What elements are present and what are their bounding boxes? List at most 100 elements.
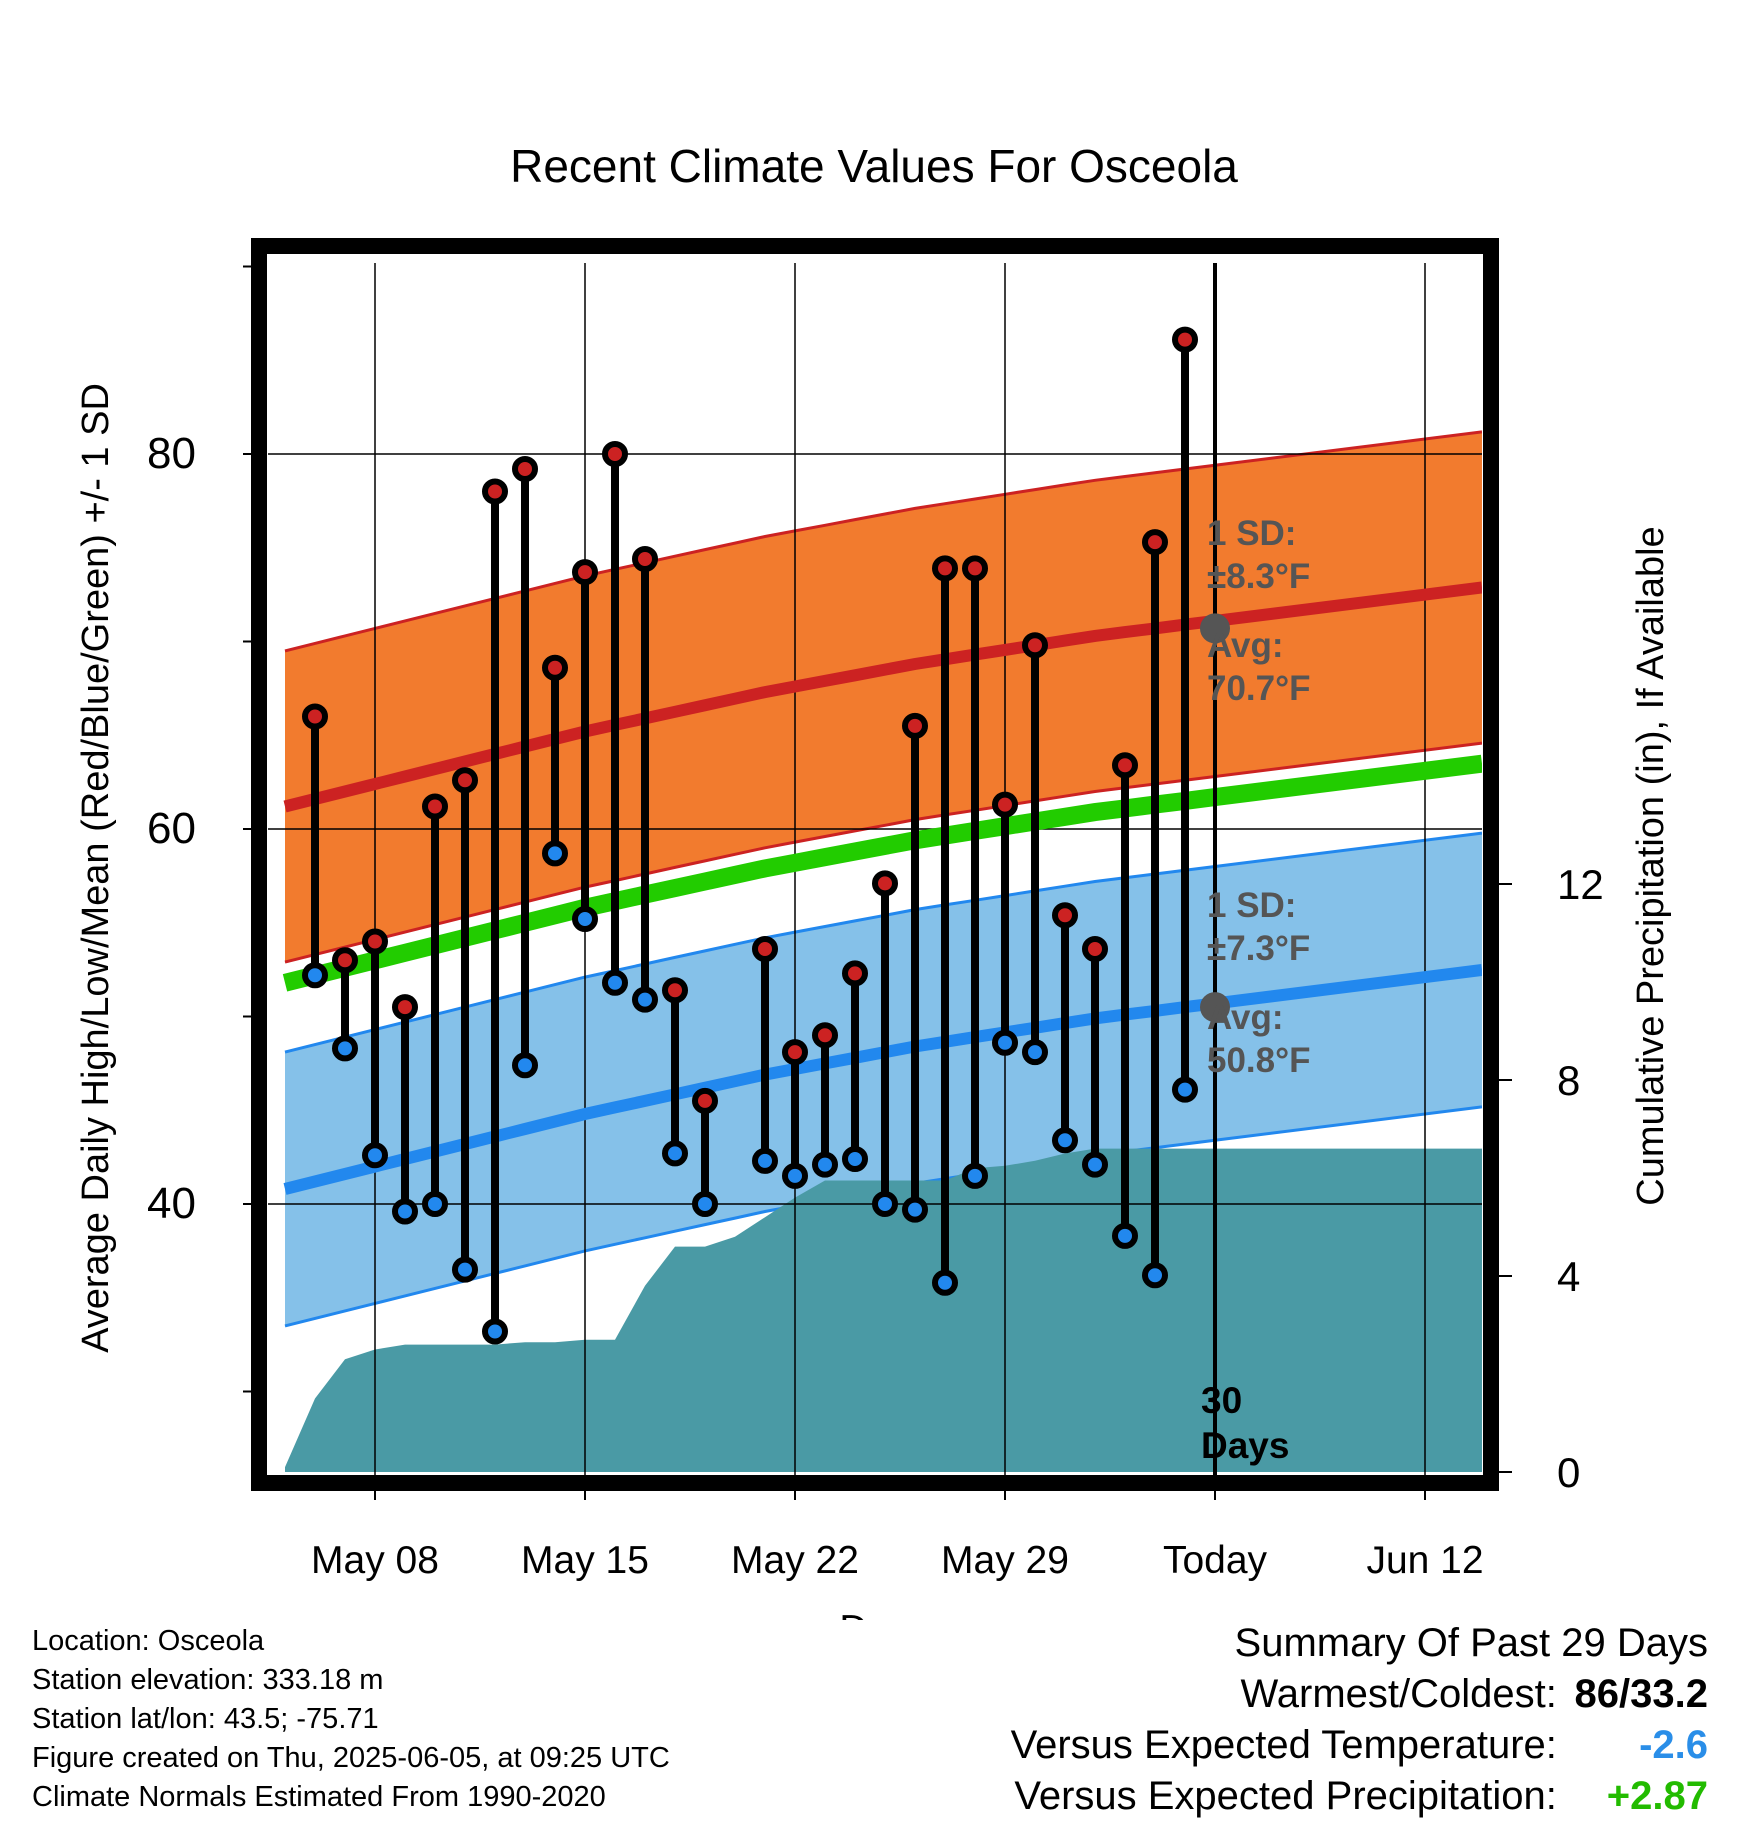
low-point [362, 1142, 388, 1169]
high-point [362, 928, 388, 955]
low-point [662, 1140, 688, 1167]
low-point [842, 1146, 868, 1172]
warm-cold-value: 86/33.2 [1574, 1672, 1708, 1716]
today-days-number: 30 [1201, 1380, 1242, 1421]
high-avg-label: Avg: [1207, 626, 1283, 665]
summary-heading: Summary Of Past 29 Days [1234, 1621, 1708, 1665]
low-point [872, 1191, 898, 1217]
summary-precip-row: Versus Expected Precipitation: +2.87 [1011, 1771, 1708, 1822]
high-point [572, 559, 598, 586]
low-point [992, 1029, 1018, 1056]
normals-text: Climate Normals Estimated From 1990-2020 [32, 1781, 606, 1813]
low-sd-label: 1 SD: [1207, 886, 1296, 925]
summary-panel: Summary Of Past 29 Days Warmest/Coldest:… [1011, 1618, 1708, 1822]
high-point [1082, 936, 1108, 962]
high-point [932, 555, 958, 582]
low-sd-value: ±7.3°F [1207, 929, 1310, 968]
location-text: Location: Osceola [32, 1625, 265, 1657]
temp-value: -2.6 [1639, 1723, 1708, 1767]
high-point [632, 546, 658, 572]
precip-label: Versus Expected Precipitation: [1014, 1774, 1557, 1818]
plot-frame [251, 238, 1499, 1491]
high-point [1172, 326, 1198, 353]
y-axis-label: Average Daily High/Low/Mean (Red/Blue/Gr… [75, 383, 117, 1353]
low-point [752, 1147, 778, 1174]
high-point [452, 767, 478, 794]
x-axis-label: Day [839, 1608, 909, 1620]
x-tick-label: May 29 [941, 1539, 1069, 1582]
high-point [422, 793, 448, 820]
high-point [662, 977, 688, 1004]
high-sd-upper-line [284, 430, 1482, 653]
plot-area: 1 SD: ±8.3°F Avg: 70.7°F 1 SD: ±7.3°F Avg: 50.8… [268, 263, 1482, 1475]
low-point [1172, 1076, 1198, 1103]
low-point [332, 1035, 358, 1062]
y-tick-label: 60 [147, 804, 196, 853]
normal-mean-line [282, 754, 1482, 992]
high-point [1022, 632, 1048, 659]
low-point [512, 1052, 538, 1079]
high-point [1052, 902, 1078, 929]
low-point [1142, 1262, 1168, 1289]
high-point [842, 960, 868, 987]
x-tick-label: Jun 12 [1366, 1539, 1483, 1582]
high-point [542, 654, 568, 681]
high-avg-marker [1200, 613, 1230, 644]
low-point [782, 1162, 808, 1189]
y-tick-label: 80 [147, 429, 196, 478]
low-point [902, 1196, 928, 1223]
low-point [1022, 1039, 1048, 1066]
high-point [392, 994, 418, 1021]
latlon-text: Station lat/lon: 43.5; -75.71 [32, 1703, 379, 1735]
elevation-text: Station elevation: 333.18 m [32, 1664, 384, 1696]
y2-axis-label: Cumulative Precipitation (in), If Availa… [1630, 526, 1672, 1205]
low-point [932, 1269, 958, 1296]
low-point [392, 1198, 418, 1225]
y2-tick-label: 4 [1557, 1253, 1580, 1300]
low-point [602, 969, 628, 996]
low-avg-label: Avg: [1207, 998, 1283, 1037]
high-point [962, 555, 988, 582]
high-sd-value: ±8.3°F [1207, 557, 1310, 596]
low-point [452, 1256, 478, 1283]
high-point [692, 1087, 718, 1114]
warm-cold-label: Warmest/Coldest: [1240, 1672, 1557, 1716]
temp-label: Versus Expected Temperature: [1010, 1723, 1557, 1767]
high-point [782, 1039, 808, 1066]
high-avg-value: 70.7°F [1207, 669, 1311, 708]
high-point [332, 947, 358, 974]
high-point [872, 870, 898, 897]
low-avg-value: 50.8°F [1207, 1041, 1311, 1080]
summary-warm-cold-row: Warmest/Coldest: 86/33.2 [1011, 1669, 1709, 1720]
low-point [482, 1318, 508, 1345]
x-tick-label: May 22 [731, 1539, 859, 1582]
high-sd-lower-line [284, 741, 1482, 964]
y2-tick-label: 8 [1557, 1057, 1580, 1104]
low-point [812, 1151, 838, 1178]
y-tick-label: 40 [147, 1179, 196, 1228]
created-text: Figure created on Thu, 2025-06-05, at 09… [32, 1742, 670, 1774]
low-point [572, 906, 598, 932]
station-info: Location: Osceola Station elevation: 333… [32, 1622, 670, 1817]
high-point [602, 441, 628, 467]
x-tick-label: May 15 [521, 1539, 649, 1582]
high-point [992, 791, 1018, 818]
climate-chart: Recent Climate Values For Osceola 1 SD: ±8… [75, 140, 1672, 1620]
high-point [752, 936, 778, 962]
low-point [632, 986, 658, 1013]
x-tick-label: Today [1163, 1539, 1268, 1582]
high-point [1112, 752, 1138, 779]
low-point [692, 1191, 718, 1217]
low-point [1052, 1127, 1078, 1154]
high-point [1142, 529, 1168, 556]
y2-tick-label: 12 [1557, 861, 1604, 908]
low-point [302, 962, 328, 989]
today-days-label: Days [1201, 1425, 1289, 1466]
x-tick-label: May 08 [311, 1539, 439, 1582]
low-point [422, 1191, 448, 1217]
chart-title: Recent Climate Values For Osceola [510, 140, 1238, 192]
low-avg-marker [1200, 992, 1230, 1023]
y2-tick-label: 0 [1557, 1449, 1580, 1496]
high-point [512, 456, 538, 482]
high-point [902, 712, 928, 739]
